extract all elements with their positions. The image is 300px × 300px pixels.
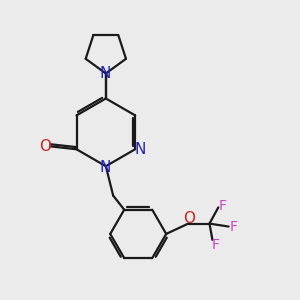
Text: F: F [212,238,219,252]
Text: O: O [39,139,51,154]
Text: F: F [230,220,238,234]
Text: O: O [183,211,195,226]
Text: N: N [100,160,111,175]
Text: N: N [135,142,146,157]
Text: F: F [219,199,227,213]
Text: N: N [100,66,111,81]
